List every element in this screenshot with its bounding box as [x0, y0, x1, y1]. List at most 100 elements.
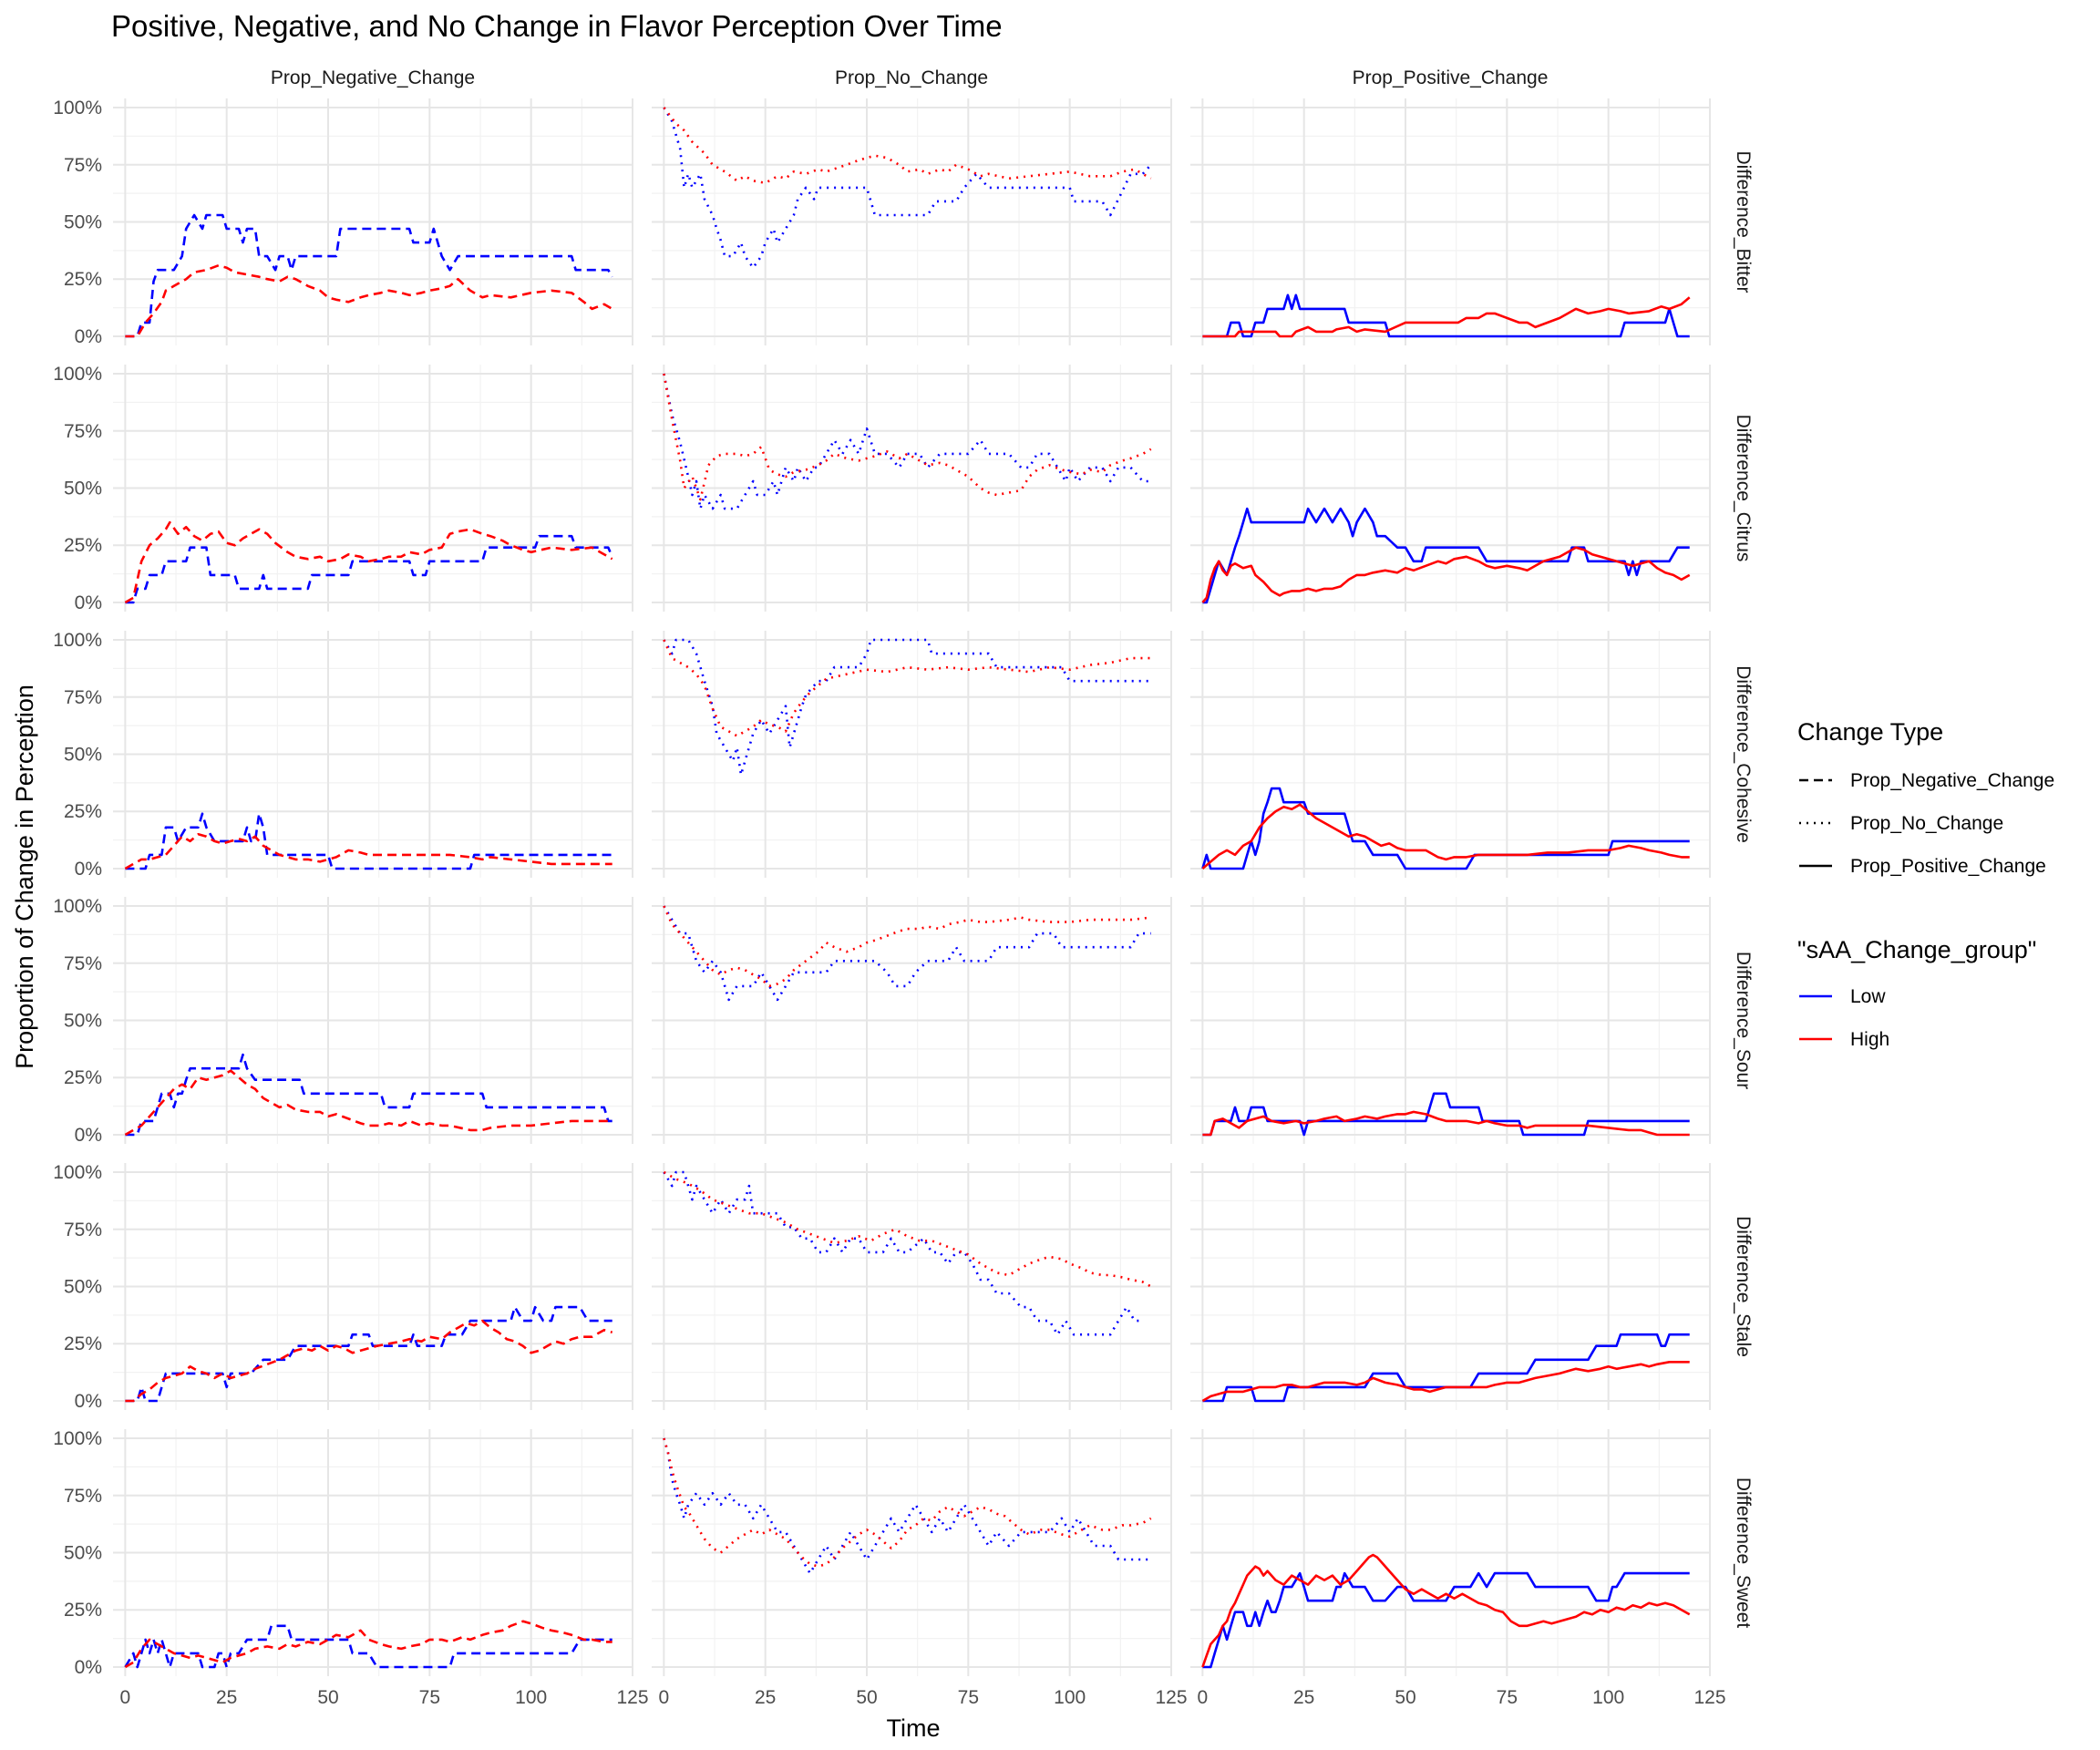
- y-tick-label: 100%: [53, 896, 102, 917]
- series-line-high-difference-bitter-prop-negative-change: [125, 263, 613, 338]
- strip-label-prop-negative-change: Prop_Negative_Change: [271, 67, 475, 88]
- y-tick-label: 75%: [64, 687, 102, 708]
- y-tick-label: 25%: [64, 1333, 102, 1354]
- y-tick-label: 100%: [53, 630, 102, 651]
- panel-difference-cohesive-prop-negative-change: 0% 25% 50% 75% 100%: [53, 630, 633, 880]
- series-line-high-difference-sweet-prop-positive-change: [1201, 1553, 1691, 1668]
- x-tick-label: 100: [1054, 1687, 1086, 1708]
- chart-title: Positive, Negative, and No Change in Fla…: [111, 9, 1003, 43]
- series-line-low-difference-cohesive-prop-positive-change: [1201, 787, 1690, 870]
- x-tick-label: 125: [616, 1687, 648, 1708]
- x-tick-label: 75: [958, 1687, 979, 1708]
- series-line-low-difference-cohesive-prop-negative-change: [125, 812, 612, 870]
- series-line-high-difference-citrus-prop-negative-change: [124, 520, 613, 604]
- legend-color-entries: Low High: [1799, 986, 1889, 1050]
- x-tick-label: 75: [1497, 1687, 1518, 1708]
- series-line-low-difference-sweet-prop-positive-change: [1202, 1571, 1690, 1669]
- series-line-low-difference-citrus-prop-negative-change: [125, 534, 613, 604]
- y-tick-label: 50%: [64, 1011, 102, 1032]
- panel-grid: 0% 25% 50% 75% 100% Prop_Negative_Change Prop_…: [53, 67, 1754, 1708]
- series-line-low-difference-sour-prop-positive-change: [1202, 1092, 1690, 1137]
- x-tick-label: 25: [216, 1687, 237, 1708]
- y-tick-label: 25%: [64, 1067, 102, 1088]
- x-tick-label: 0: [120, 1687, 131, 1708]
- x-tick-label: 100: [515, 1687, 547, 1708]
- series-line-high-difference-cohesive-prop-positive-change: [1201, 803, 1690, 870]
- legend-label-prop-no-change: Prop_No_Change: [1850, 813, 2003, 834]
- x-tick-label: 100: [1592, 1687, 1624, 1708]
- strip-label-prop-positive-change: Prop_Positive_Change: [1353, 67, 1549, 88]
- series-line-low-difference-sweet-prop-negative-change: [124, 1624, 612, 1669]
- series-line-high-difference-cohesive-prop-negative-change: [124, 833, 612, 870]
- series-line-high-difference-stale-prop-no-change: [663, 1170, 1152, 1288]
- series-line-high-difference-sour-prop-no-change: [663, 905, 1151, 988]
- y-tick-label: 100%: [53, 1162, 102, 1183]
- series-line-low-difference-sour-prop-no-change: [663, 905, 1151, 1002]
- strip-label-prop-no-change: Prop_No_Change: [835, 67, 988, 88]
- x-tick-label: 0: [1198, 1687, 1209, 1708]
- y-tick-label: 50%: [64, 745, 102, 766]
- strip-label-difference-cohesive: Difference_Cohesive: [1733, 665, 1754, 843]
- panel-difference-stale-prop-no-change: [652, 1163, 1172, 1410]
- legend-label-prop-positive-change: Prop_Positive_Change: [1850, 856, 2046, 877]
- panel-difference-cohesive-prop-no-change: [652, 631, 1172, 878]
- legend-label-low: Low: [1850, 986, 1886, 1007]
- strip-label-difference-citrus: Difference_Citrus: [1733, 415, 1754, 562]
- legend-linetype-entries: Prop_Negative_Change Prop_No_Change Prop_P…: [1799, 770, 2054, 877]
- y-tick-label: 75%: [64, 953, 102, 974]
- x-tick-label: 75: [419, 1687, 440, 1708]
- y-tick-label: 0%: [75, 1125, 102, 1146]
- y-tick-label: 50%: [64, 212, 102, 233]
- y-tick-label: 100%: [53, 98, 102, 118]
- y-tick-label: 0%: [75, 859, 102, 880]
- legend: Change Type Prop_Negative_Change Prop_No_…: [1797, 718, 2054, 1050]
- series-line-low-difference-sweet-prop-no-change: [663, 1437, 1151, 1575]
- series-line-low-difference-stale-prop-no-change: [663, 1170, 1143, 1336]
- y-tick-label: 0%: [75, 326, 102, 347]
- y-tick-label: 25%: [64, 801, 102, 822]
- legend-label-high: High: [1850, 1029, 1889, 1050]
- series-line-high-difference-cohesive-prop-no-change: [663, 639, 1151, 737]
- y-tick-label: 100%: [53, 1428, 102, 1449]
- panel-difference-bitter-prop-negative-change: 0% 25% 50% 75% 100% Prop_Negative_Change: [53, 67, 633, 347]
- series-line-high-difference-sour-prop-positive-change: [1202, 1110, 1690, 1137]
- x-tick-label: 25: [755, 1687, 776, 1708]
- panel-difference-sour-prop-no-change: [652, 897, 1172, 1144]
- panel-difference-citrus-prop-positive-change: Difference_Citrus: [1190, 365, 1754, 612]
- y-tick-label: 100%: [53, 364, 102, 385]
- x-tick-label: 50: [856, 1687, 877, 1708]
- y-tick-label: 0%: [75, 592, 102, 613]
- y-tick-label: 25%: [64, 535, 102, 556]
- y-axis-title: Proportion of Change in Perception: [11, 685, 38, 1069]
- series-line-high-difference-bitter-prop-no-change: [663, 107, 1152, 185]
- panel-difference-sweet-prop-no-change: 0 25 50 75 100 125: [652, 1429, 1188, 1708]
- x-tick-label: 125: [1155, 1687, 1187, 1708]
- x-tick-label: 125: [1693, 1687, 1725, 1708]
- y-tick-label: 50%: [64, 1543, 102, 1564]
- series-line-low-difference-bitter-prop-positive-change: [1202, 293, 1690, 338]
- strip-label-difference-sour: Difference_Sour: [1733, 952, 1754, 1089]
- x-tick-label: 50: [317, 1687, 338, 1708]
- series-line-high-difference-sour-prop-negative-change: [124, 1069, 612, 1137]
- series-line-low-difference-citrus-prop-no-change: [663, 373, 1151, 510]
- y-tick-label: 75%: [64, 155, 102, 176]
- series-line-high-difference-bitter-prop-positive-change: [1202, 296, 1691, 338]
- panel-difference-sweet-prop-positive-change: 0 25 50 75 100 125 Difference_Sweet: [1190, 1429, 1754, 1708]
- legend-linetype-title: Change Type: [1797, 718, 1943, 746]
- y-tick-label: 25%: [64, 1600, 102, 1621]
- series-line-low-difference-stale-prop-negative-change: [125, 1305, 612, 1403]
- panel-difference-citrus-prop-no-change: [652, 365, 1172, 612]
- panel-difference-citrus-prop-negative-change: 0% 25% 50% 75% 100%: [53, 364, 633, 613]
- y-tick-label: 75%: [64, 421, 102, 442]
- panel-difference-sour-prop-positive-change: Difference_Sour: [1190, 897, 1754, 1144]
- series-line-high-difference-stale-prop-positive-change: [1201, 1361, 1690, 1403]
- series-line-high-difference-sweet-prop-no-change: [663, 1437, 1152, 1568]
- panel-difference-sour-prop-negative-change: 0% 25% 50% 75% 100%: [53, 896, 633, 1146]
- x-tick-label: 25: [1293, 1687, 1314, 1708]
- y-tick-label: 75%: [64, 1486, 102, 1507]
- x-axis-title: Time: [887, 1714, 941, 1742]
- panel-difference-stale-prop-positive-change: Difference_Stale: [1190, 1163, 1754, 1410]
- series-line-low-difference-bitter-prop-no-change: [663, 107, 1152, 269]
- legend-color-title: "sAA_Change_group": [1797, 936, 2036, 963]
- strip-label-difference-bitter: Difference_Bitter: [1733, 150, 1754, 293]
